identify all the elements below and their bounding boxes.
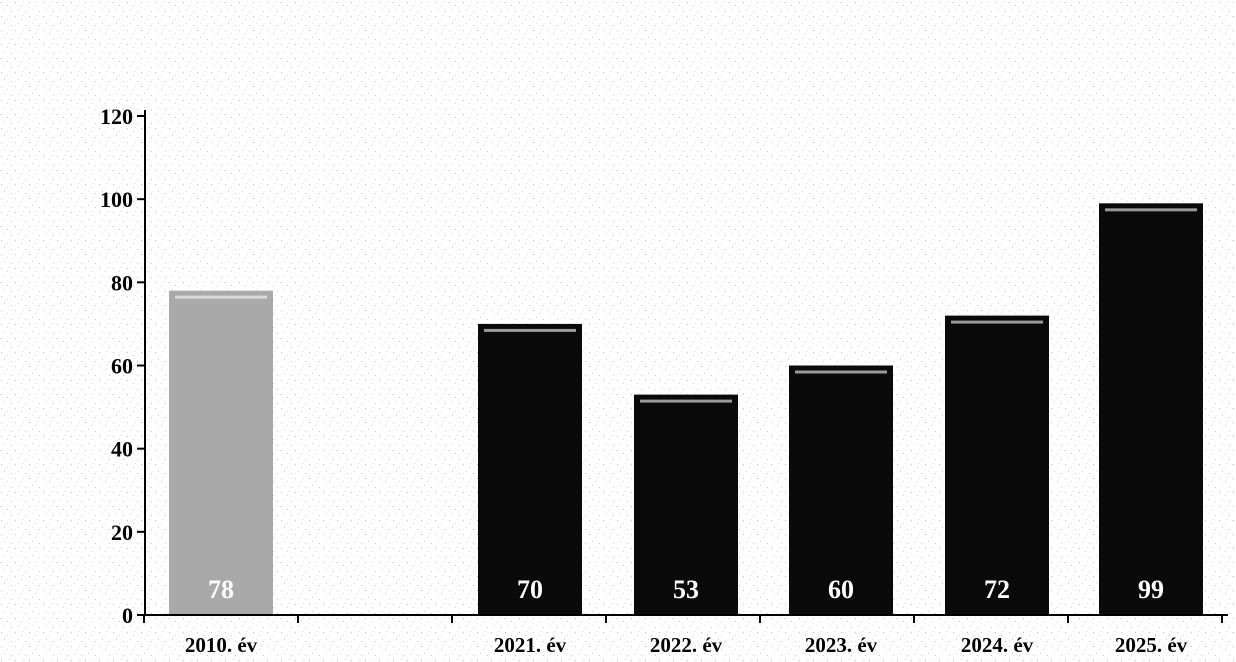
bar-top-highlight <box>640 399 732 403</box>
bar-top-highlight <box>951 320 1043 324</box>
x-tick-label: 2022. év <box>650 633 723 657</box>
bar-4 <box>789 365 893 615</box>
y-tick-label: 40 <box>111 437 133 462</box>
x-tick-label: 2024. év <box>961 633 1034 657</box>
bar-value-label: 60 <box>828 575 854 604</box>
bar-value-label: 78 <box>208 575 234 604</box>
bar-value-label: 99 <box>1138 575 1164 604</box>
bar-top-highlight <box>175 295 267 299</box>
y-tick-label: 20 <box>111 520 133 545</box>
y-tick-label: 60 <box>111 354 133 379</box>
x-tick-label: 2025. év <box>1115 633 1188 657</box>
bar-1 <box>169 290 273 615</box>
bar-5 <box>945 315 1049 615</box>
x-tick-label: 2023. év <box>805 633 878 657</box>
y-tick-label: 80 <box>111 270 133 295</box>
bar-top-highlight <box>1105 208 1197 212</box>
bar-value-label: 72 <box>984 575 1010 604</box>
bar-6 <box>1099 203 1203 615</box>
x-tick-label: 2010. év <box>185 633 258 657</box>
x-tick-label: 2021. év <box>494 633 567 657</box>
bar-top-highlight <box>795 370 887 374</box>
bar-3 <box>634 394 738 615</box>
y-tick-label: 120 <box>100 104 133 129</box>
bar-top-highlight <box>484 328 576 332</box>
bar-value-label: 70 <box>517 575 543 604</box>
bar-2 <box>478 323 582 615</box>
y-tick-label: 0 <box>122 603 133 628</box>
bar-value-label: 53 <box>673 575 699 604</box>
y-tick-label: 100 <box>100 187 133 212</box>
